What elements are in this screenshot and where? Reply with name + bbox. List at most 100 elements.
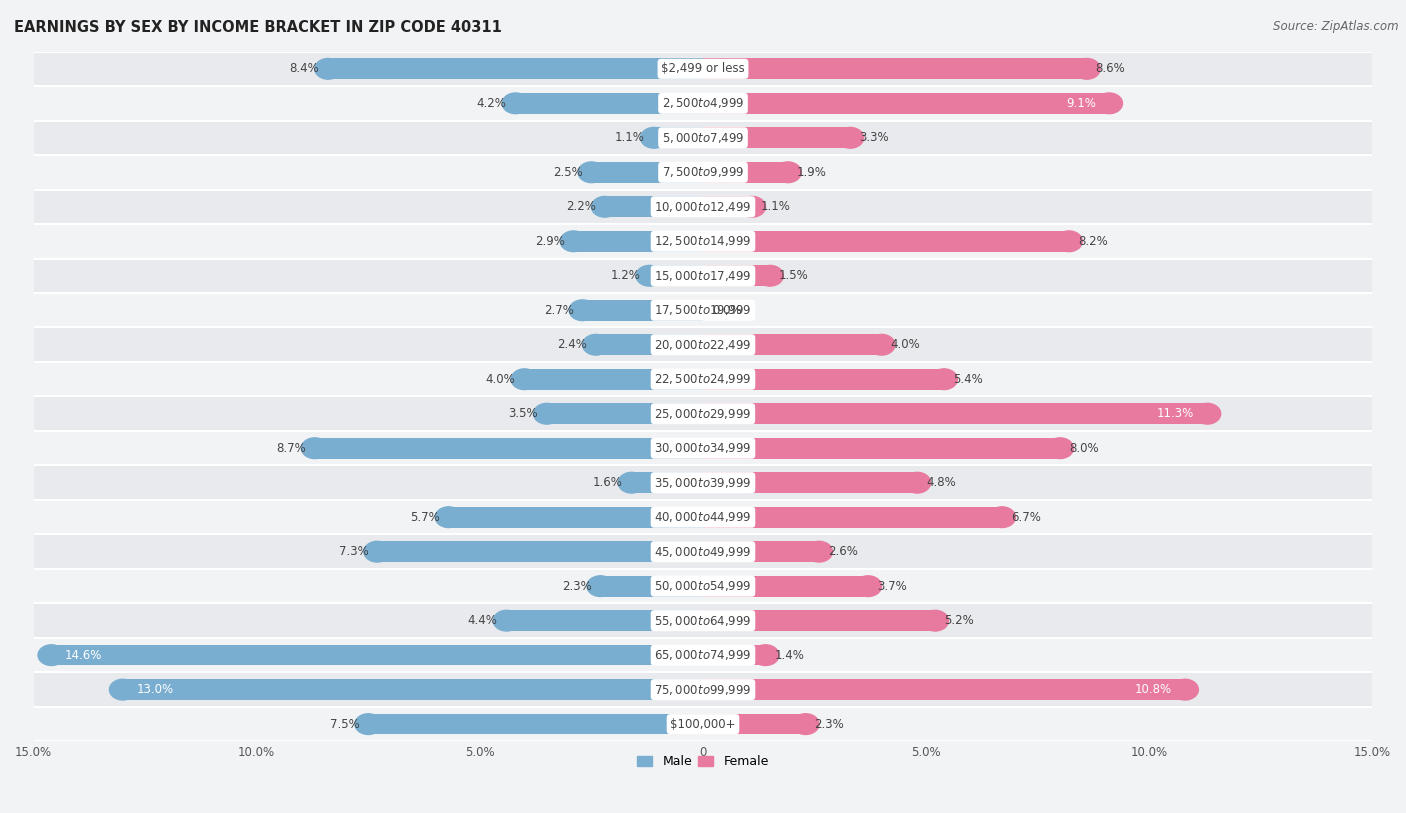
Text: 2.6%: 2.6% xyxy=(828,546,858,559)
Text: 2.7%: 2.7% xyxy=(544,304,574,317)
Text: $50,000 to $54,999: $50,000 to $54,999 xyxy=(654,579,752,593)
Bar xyxy=(34,706,1372,741)
Circle shape xyxy=(752,645,779,666)
Bar xyxy=(703,162,787,183)
Text: $2,500 to $4,999: $2,500 to $4,999 xyxy=(662,96,744,111)
Text: 5.4%: 5.4% xyxy=(953,372,983,385)
Circle shape xyxy=(904,472,931,493)
Bar xyxy=(703,231,1069,251)
Text: 4.2%: 4.2% xyxy=(477,97,506,110)
Circle shape xyxy=(1056,231,1083,251)
Text: 5.7%: 5.7% xyxy=(411,511,440,524)
Text: 1.4%: 1.4% xyxy=(775,649,804,662)
Circle shape xyxy=(315,59,342,79)
Circle shape xyxy=(775,162,801,183)
Bar xyxy=(703,541,820,562)
Text: $45,000 to $49,999: $45,000 to $49,999 xyxy=(654,545,752,559)
Text: 13.0%: 13.0% xyxy=(136,683,173,696)
Bar xyxy=(377,541,703,562)
Text: 2.4%: 2.4% xyxy=(557,338,586,351)
Circle shape xyxy=(619,472,645,493)
Text: 1.2%: 1.2% xyxy=(610,269,641,282)
Bar xyxy=(596,334,703,355)
Bar xyxy=(34,603,1372,638)
Circle shape xyxy=(38,645,65,666)
Circle shape xyxy=(855,576,882,597)
Text: 8.7%: 8.7% xyxy=(276,441,305,454)
Bar xyxy=(328,59,703,79)
Text: 7.5%: 7.5% xyxy=(329,718,360,731)
Text: 3.5%: 3.5% xyxy=(508,407,538,420)
Circle shape xyxy=(1171,680,1198,700)
Circle shape xyxy=(1046,438,1073,459)
Bar xyxy=(703,197,752,217)
Bar xyxy=(506,611,703,631)
Text: 1.6%: 1.6% xyxy=(593,476,623,489)
Text: 2.3%: 2.3% xyxy=(814,718,845,731)
Text: 10.8%: 10.8% xyxy=(1135,683,1171,696)
Text: $25,000 to $29,999: $25,000 to $29,999 xyxy=(654,406,752,420)
Circle shape xyxy=(738,197,765,217)
Bar xyxy=(34,189,1372,224)
Text: 8.0%: 8.0% xyxy=(1069,441,1098,454)
Bar xyxy=(34,569,1372,603)
Bar xyxy=(34,224,1372,259)
Bar xyxy=(703,714,806,734)
Text: $10,000 to $12,499: $10,000 to $12,499 xyxy=(654,200,752,214)
Circle shape xyxy=(582,334,609,355)
Bar xyxy=(605,197,703,217)
Text: 9.1%: 9.1% xyxy=(1066,97,1095,110)
Text: $40,000 to $44,999: $40,000 to $44,999 xyxy=(654,511,752,524)
Text: 8.2%: 8.2% xyxy=(1078,235,1108,248)
Bar xyxy=(34,120,1372,155)
Text: 3.3%: 3.3% xyxy=(859,132,889,144)
Text: 14.6%: 14.6% xyxy=(65,649,103,662)
Bar xyxy=(34,155,1372,189)
Text: $30,000 to $34,999: $30,000 to $34,999 xyxy=(654,441,752,455)
Circle shape xyxy=(110,680,136,700)
Legend: Male, Female: Male, Female xyxy=(633,750,773,773)
Text: 0.0%: 0.0% xyxy=(711,304,741,317)
Text: Source: ZipAtlas.com: Source: ZipAtlas.com xyxy=(1274,20,1399,33)
Bar xyxy=(703,472,917,493)
Text: 11.3%: 11.3% xyxy=(1157,407,1194,420)
Text: 6.7%: 6.7% xyxy=(1011,511,1040,524)
Text: 8.6%: 8.6% xyxy=(1095,63,1125,76)
Bar xyxy=(52,645,703,666)
Text: 2.5%: 2.5% xyxy=(553,166,582,179)
Bar xyxy=(703,506,1002,528)
Text: $15,000 to $17,499: $15,000 to $17,499 xyxy=(654,269,752,283)
Circle shape xyxy=(756,265,783,286)
Circle shape xyxy=(922,611,949,631)
Bar xyxy=(654,128,703,148)
Bar xyxy=(703,611,935,631)
Bar xyxy=(34,500,1372,534)
Text: 1.1%: 1.1% xyxy=(761,200,792,213)
Text: $5,000 to $7,499: $5,000 to $7,499 xyxy=(662,131,744,145)
Circle shape xyxy=(586,576,614,597)
Circle shape xyxy=(364,541,391,562)
Bar xyxy=(34,466,1372,500)
Text: 1.5%: 1.5% xyxy=(779,269,808,282)
Circle shape xyxy=(641,128,668,148)
Circle shape xyxy=(931,369,957,389)
Circle shape xyxy=(1194,403,1220,424)
Text: 8.4%: 8.4% xyxy=(290,63,319,76)
Bar xyxy=(703,680,1185,700)
Bar xyxy=(34,397,1372,431)
Circle shape xyxy=(806,541,832,562)
Text: $55,000 to $64,999: $55,000 to $64,999 xyxy=(654,614,752,628)
Circle shape xyxy=(354,714,381,734)
Bar xyxy=(34,431,1372,466)
Circle shape xyxy=(494,611,520,631)
Bar xyxy=(592,162,703,183)
Text: $75,000 to $99,999: $75,000 to $99,999 xyxy=(654,683,752,697)
Text: 2.9%: 2.9% xyxy=(534,235,565,248)
Bar xyxy=(34,293,1372,328)
Circle shape xyxy=(533,403,560,424)
Bar xyxy=(574,231,703,251)
Bar xyxy=(34,259,1372,293)
Text: $12,500 to $14,999: $12,500 to $14,999 xyxy=(654,234,752,248)
Bar xyxy=(547,403,703,424)
Text: 5.2%: 5.2% xyxy=(943,614,974,627)
